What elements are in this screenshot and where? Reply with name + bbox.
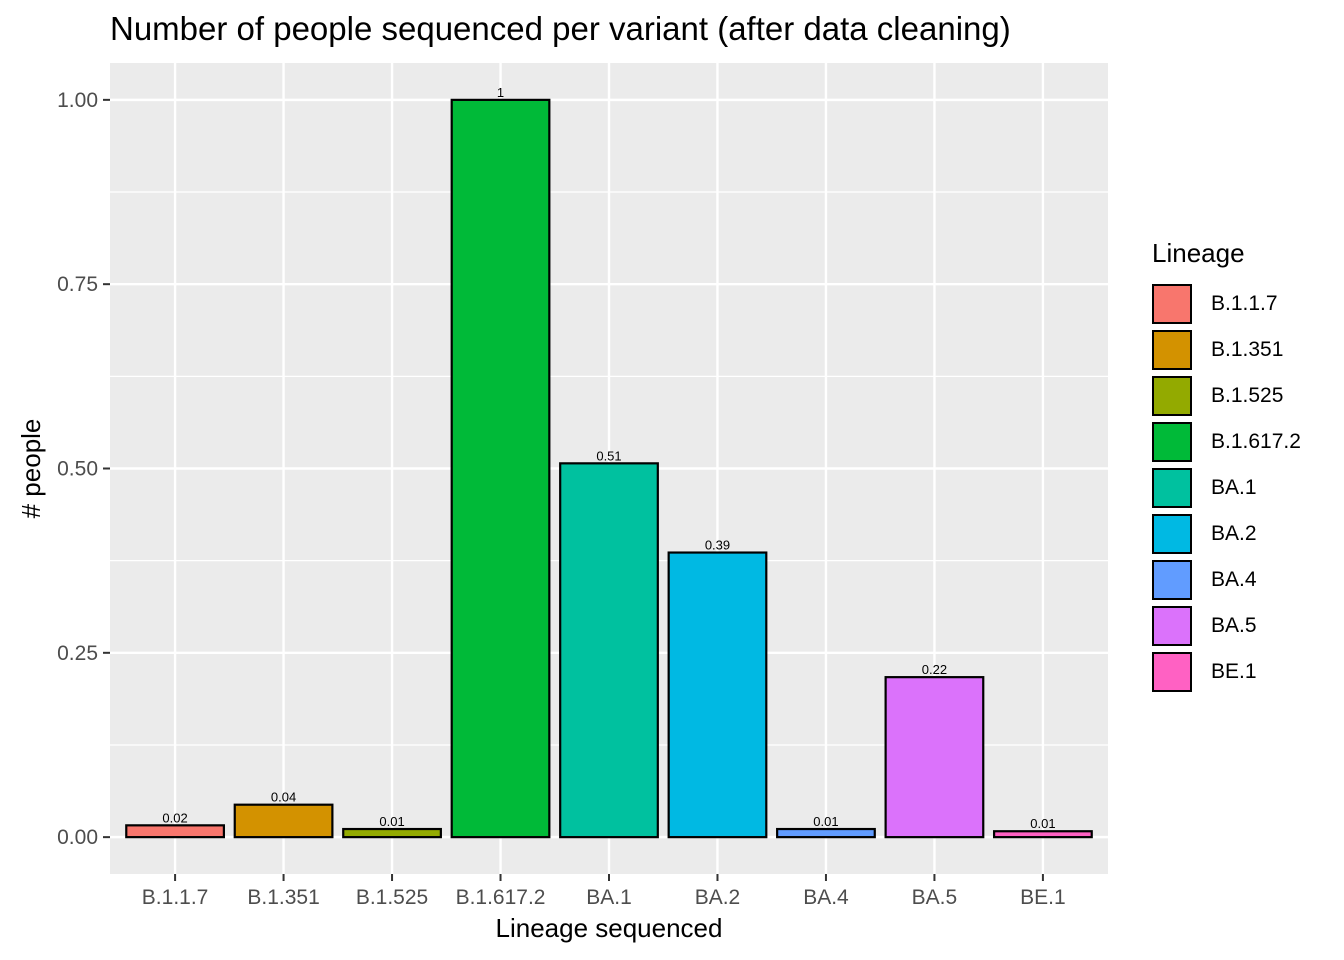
bar-b-1-617-2 (450, 98, 551, 839)
legend-key (1152, 284, 1192, 324)
bar-ba-4 (776, 827, 876, 839)
y-tick-label: 0.25 (57, 642, 98, 665)
chart-title: Number of people sequenced per variant (… (110, 10, 1011, 47)
y-tick-label: 1.00 (57, 89, 98, 112)
x-tick-label: BE.1 (1020, 886, 1066, 909)
x-axis-title: Lineage sequenced (496, 913, 723, 943)
x-tick-label: B.1.525 (356, 886, 428, 909)
bar-value-label: 1 (497, 85, 504, 100)
y-axis: 0.00 0.25 0.50 0.75 1.00 (57, 89, 110, 849)
y-tick-label: 0.75 (57, 273, 98, 296)
legend-items: B.1.1.7 B.1.351 B.1.525 B.1.617.2 BA.1 BA.2 BA… (1152, 281, 1301, 695)
legend-key (1152, 422, 1192, 462)
bar-b-1-525 (342, 827, 442, 839)
legend-label: BA.1 (1211, 476, 1257, 499)
bar-value-label: 0.22 (922, 662, 947, 677)
legend-item: B.1.525 (1152, 373, 1301, 419)
legend-label: B.1.617.2 (1211, 430, 1301, 453)
legend-item: BE.1 (1152, 649, 1301, 695)
bars-group (125, 98, 1093, 839)
legend-item: BA.2 (1152, 511, 1301, 557)
legend-item: BA.5 (1152, 603, 1301, 649)
bar-b-1-351 (233, 803, 334, 839)
bar-ba-2 (667, 551, 768, 839)
legend-label: BE.1 (1211, 660, 1257, 683)
bar-ba-1 (559, 462, 659, 839)
legend-label: BA.2 (1211, 522, 1257, 545)
bar-value-label: 0.01 (1030, 816, 1055, 831)
y-tick-label: 0.50 (57, 458, 98, 481)
x-tick-label: B.1.1.7 (142, 886, 209, 909)
bar-value-label: 0.01 (813, 814, 838, 829)
legend-item: B.1.617.2 (1152, 419, 1301, 465)
bar-value-labels: 0.02 0.04 0.01 1 0.51 0.39 0.01 0.22 0.01 (162, 85, 1055, 831)
x-tick-label: B.1.351 (247, 886, 319, 909)
x-tick-label: BA.1 (586, 886, 632, 909)
legend-label: B.1.351 (1211, 338, 1284, 361)
bar-b-1-1-7 (125, 824, 226, 839)
legend-label: BA.4 (1211, 568, 1257, 591)
legend-key (1152, 560, 1192, 600)
legend-item: B.1.351 (1152, 327, 1301, 373)
legend-item: B.1.1.7 (1152, 281, 1301, 327)
x-axis: B.1.1.7 B.1.351 B.1.525 B.1.617.2 BA.1 BA.2 BA… (142, 874, 1066, 909)
legend-key (1152, 606, 1192, 646)
x-tick-label: B.1.617.2 (456, 886, 546, 909)
x-tick-label: BA.2 (695, 886, 741, 909)
bar-value-label: 0.01 (379, 814, 404, 829)
legend-label: B.1.1.7 (1211, 292, 1278, 315)
y-tick-label: 0.00 (57, 826, 98, 849)
legend-title: Lineage (1152, 238, 1245, 268)
bar-value-label: 0.02 (162, 810, 187, 825)
legend-label: B.1.525 (1211, 384, 1284, 407)
legend-key (1152, 514, 1192, 554)
legend-item: BA.1 (1152, 465, 1301, 511)
legend-item: BA.4 (1152, 557, 1301, 603)
bar-value-label: 0.39 (705, 538, 730, 553)
bar-ba-5 (884, 676, 985, 839)
legend-key (1152, 376, 1192, 416)
bar-value-label: 0.04 (271, 790, 296, 805)
legend-key (1152, 468, 1192, 508)
bar-be-1 (992, 830, 1093, 839)
y-axis-title: # people (16, 419, 46, 519)
legend-key (1152, 330, 1192, 370)
legend: Lineage B.1.1.7 B.1.351 B.1.525 B.1.617.2 BA… (1152, 238, 1301, 695)
legend-key (1152, 652, 1192, 692)
bar-value-label: 0.51 (596, 448, 621, 463)
x-tick-label: BA.4 (803, 886, 849, 909)
legend-label: BA.5 (1211, 614, 1257, 637)
x-tick-label: BA.5 (912, 886, 958, 909)
